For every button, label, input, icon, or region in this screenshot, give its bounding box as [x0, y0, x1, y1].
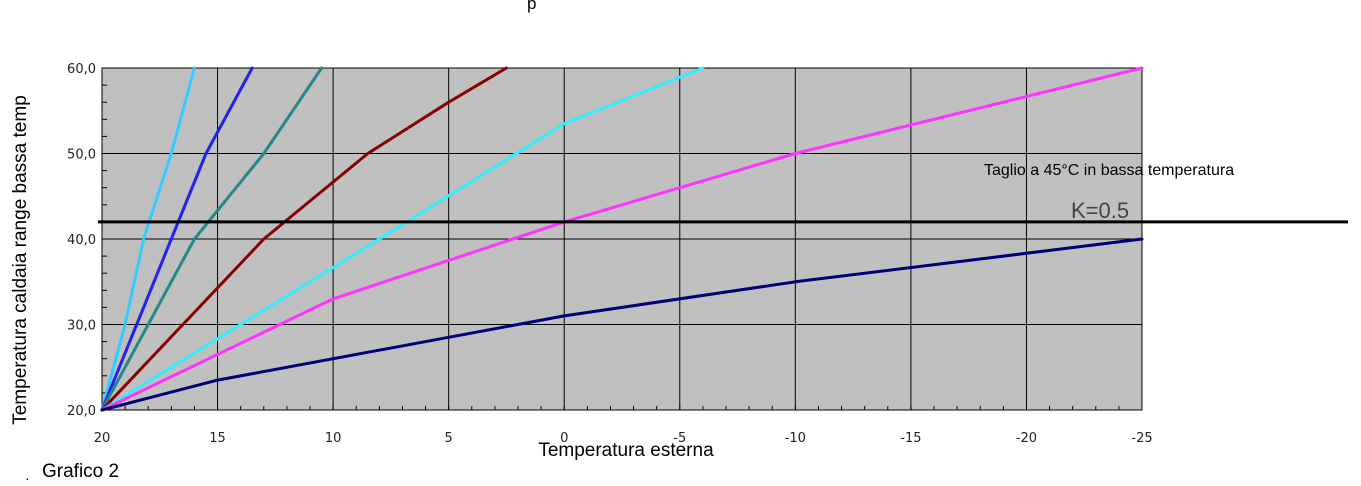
x-tick-label: -25 [1131, 431, 1152, 446]
x-tick-label: 20 [94, 431, 111, 446]
y-tick-labels: 20,0 30,0 40,0 50,0 60,0 [67, 62, 96, 419]
x-tick-label: 5 [445, 431, 453, 446]
k-label: K=0.5 [1071, 198, 1129, 223]
x-tick-label: -5 [673, 431, 686, 446]
series-line-1 [100, 66, 196, 412]
y-tick-label: 60,0 [67, 62, 96, 77]
figure-caption: Grafico 2 [42, 461, 120, 482]
series-line-4 [100, 66, 508, 412]
x-tick-label: 15 [209, 431, 226, 446]
y-tick-label: 30,0 [67, 319, 96, 334]
series-line-3 [100, 66, 324, 412]
minor-ticks [101, 67, 1143, 411]
x-tick-label: -20 [1016, 431, 1037, 446]
y-tick-label: 50,0 [67, 148, 96, 163]
series-line-7 [100, 237, 1144, 412]
x-tick-label: 0 [560, 431, 568, 446]
x-tick-label: -15 [900, 431, 921, 446]
x-tick-labels: 20 15 10 5 0 -5 -10 -15 -20 -25 [94, 431, 1153, 446]
cut-annotation: Taglio a 45°C in bassa temperatura [984, 162, 1234, 179]
y-tick-label: 20,0 [67, 404, 96, 419]
series-line-2 [100, 66, 254, 412]
title-fragment: p [527, 0, 537, 13]
caption-marker: · [25, 470, 30, 486]
series-line-5 [100, 66, 705, 412]
x-axis-title: Temperatura esterna [538, 440, 714, 461]
x-tick-label: 10 [325, 431, 342, 446]
x-tick-label: -10 [785, 431, 806, 446]
y-tick-label: 40,0 [67, 233, 96, 248]
y-axis-title: Temperatura caldaia range bassa temp [10, 95, 31, 425]
